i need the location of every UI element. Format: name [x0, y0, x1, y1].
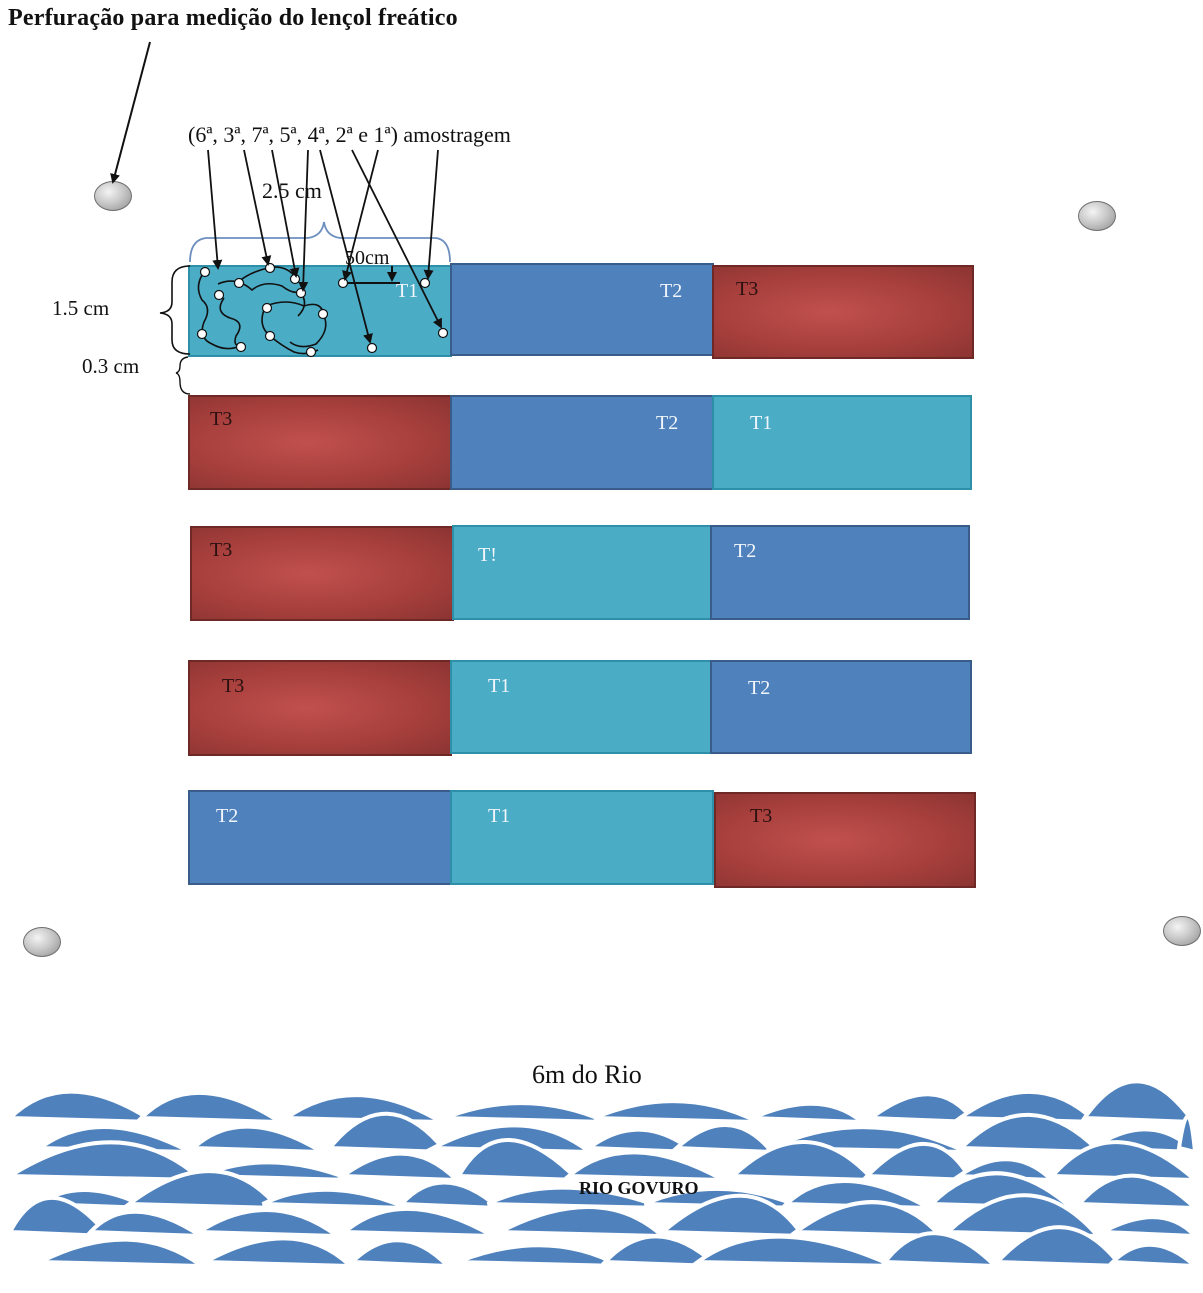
river-wave: [397, 1180, 505, 1211]
river-wave: [781, 1179, 930, 1210]
sampling-paths: [197, 266, 327, 355]
plot-label: T1: [396, 280, 419, 302]
row-gap-label: 0.3 cm: [82, 354, 140, 378]
plot-r5-c2: T1: [450, 790, 714, 885]
river-wave: [339, 1206, 494, 1238]
plot-r2-c1: T3: [188, 395, 452, 490]
river-wave: [956, 1112, 1105, 1155]
plot-label: T3: [210, 539, 233, 561]
plot-r2-c3: T1: [712, 395, 972, 490]
river-wave: [671, 1123, 777, 1155]
title-arrow: [110, 41, 151, 184]
plot-r2-c2: T2: [450, 395, 714, 490]
well-drilling-title: Perfuração para medição do lençol freáti…: [8, 5, 458, 31]
plot-r3-c2: T!: [452, 525, 712, 620]
river-wave: [86, 1209, 209, 1239]
height-brace: [159, 265, 191, 355]
river-wave: [443, 1101, 608, 1124]
width-brace: [189, 221, 451, 263]
plot-r4-c3: T2: [710, 660, 972, 754]
plot-label: T3: [750, 805, 773, 827]
plot-label: T2: [748, 677, 771, 699]
river-wave: [593, 1099, 759, 1124]
plot-r3-c1: T3: [190, 526, 454, 621]
plot-label: T1: [750, 412, 773, 434]
river-wave: [456, 1243, 621, 1268]
plot-r4-c1: T3: [188, 660, 452, 756]
plot-label: T2: [656, 412, 679, 434]
plot-r1-c3: T3: [712, 265, 974, 359]
plot-label: T3: [736, 278, 759, 300]
river-wave: [1048, 1140, 1201, 1183]
river-wave: [657, 1193, 808, 1239]
plot-height-label: 1.5 cm: [52, 296, 110, 320]
river-drawing: [3, 1079, 1201, 1269]
river-wave: [691, 1234, 895, 1268]
river-wave: [188, 1124, 330, 1155]
plot-r4-c2: T1: [450, 660, 712, 754]
river-name-label: RIO GOVURO: [579, 1178, 699, 1198]
river-wave: [3, 1140, 208, 1183]
river-wave: [347, 1238, 453, 1269]
river-wave: [136, 1090, 288, 1125]
river-wave: [1075, 1173, 1201, 1211]
river-wave: [455, 1138, 583, 1183]
river-wave: [563, 1150, 725, 1182]
plot-spacing-label: 50cm: [345, 247, 390, 269]
river-wave: [192, 1207, 344, 1239]
sampling-order-label: (6ª, 3ª, 7ª, 5ª, 4ª, 2ª e 1ª) amostragem: [188, 122, 511, 147]
plot-label: T!: [478, 544, 497, 566]
well-icon: [23, 927, 61, 957]
plot-r5-c3: T3: [714, 792, 976, 888]
plot-label: T2: [660, 280, 683, 302]
river-wave: [751, 1101, 868, 1125]
river-wave: [728, 1140, 878, 1183]
plot-label: T2: [216, 805, 239, 827]
river-wave: [337, 1151, 462, 1183]
river-wave: [1176, 1114, 1198, 1155]
plot-label: T3: [210, 408, 233, 430]
plot-r1-c2: T2: [450, 263, 714, 356]
river-wave: [197, 1236, 356, 1269]
river-wave: [261, 1187, 408, 1210]
river-wave: [498, 1205, 668, 1239]
plot-label: T2: [734, 540, 757, 562]
sampling-arrows: [207, 149, 442, 344]
river-wave: [1108, 1242, 1201, 1269]
river-wave: [39, 1237, 209, 1269]
plot-label: T1: [488, 675, 511, 697]
plot-label: T1: [488, 805, 511, 827]
river-wave: [5, 1089, 161, 1125]
plot-label: T3: [222, 675, 245, 697]
plot-r3-c3: T2: [710, 525, 970, 620]
river-wave: [1080, 1079, 1198, 1125]
river-wave: [789, 1200, 946, 1239]
river-wave: [880, 1231, 1001, 1269]
well-icon: [1078, 201, 1116, 231]
river-wave: [1095, 1215, 1200, 1239]
distance-to-river-label: 6m do Rio: [532, 1060, 642, 1089]
gap-brace: [175, 356, 191, 395]
river-wave: [992, 1225, 1126, 1269]
well-icon: [1163, 916, 1201, 946]
plot-r5-c1: T2: [188, 790, 452, 885]
